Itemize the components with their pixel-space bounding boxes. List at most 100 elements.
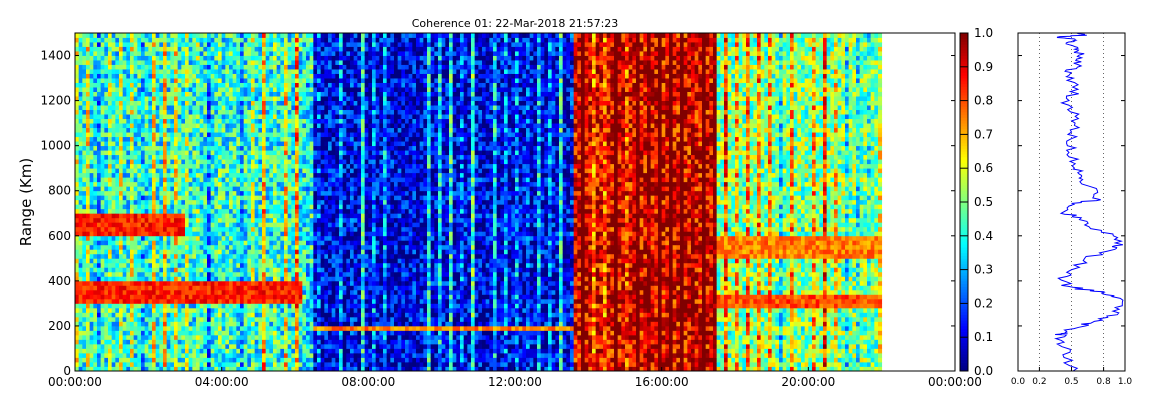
heatmap-cell [111, 231, 116, 237]
heatmap-cell [170, 55, 175, 61]
heatmap-cell [254, 177, 259, 183]
heatmap-cell [240, 325, 245, 331]
heatmap-cell [214, 280, 219, 286]
heatmap-cell [78, 181, 83, 187]
heatmap-cell [232, 339, 237, 345]
heatmap-cell [108, 136, 113, 142]
heatmap-cell [133, 78, 138, 83]
heatmap-cell [265, 42, 270, 47]
heatmap-cell [251, 334, 256, 340]
heatmap-cell [232, 208, 237, 214]
heatmap-cell [122, 267, 127, 273]
heatmap-cell [251, 64, 256, 70]
heatmap-cell [243, 217, 248, 223]
heatmap-cell [78, 276, 83, 282]
heatmap-cell [229, 123, 234, 129]
heatmap-cell [155, 159, 160, 165]
heatmap-cell [163, 141, 168, 147]
heatmap-cell [236, 64, 241, 70]
heatmap-cell [298, 348, 303, 354]
heatmap-cell [78, 186, 83, 192]
heatmap-cell [119, 46, 124, 52]
heatmap-cell [298, 267, 303, 273]
heatmap-cell [265, 69, 270, 74]
heatmap-cell [115, 91, 120, 97]
heatmap-cell [93, 339, 98, 345]
heatmap-cell [284, 186, 289, 192]
heatmap-cell [108, 60, 113, 65]
heatmap-cell [133, 127, 138, 133]
heatmap-cell [302, 366, 307, 372]
heatmap-cell [254, 64, 259, 70]
heatmap-cell [203, 69, 208, 74]
heatmap-cell [269, 100, 274, 106]
heatmap-cell [254, 217, 259, 223]
heatmap-cell [247, 114, 252, 120]
heatmap-cell [236, 73, 241, 79]
heatmap-cell [262, 114, 267, 120]
heatmap-cell [214, 177, 219, 183]
heatmap-cell [284, 78, 289, 83]
heatmap-cell [265, 127, 270, 133]
heatmap-cell [302, 357, 307, 363]
heatmap-cell [284, 213, 289, 219]
heatmap-cell [133, 55, 138, 61]
heatmap-cell [262, 159, 267, 165]
heatmap-cell [144, 231, 149, 237]
heatmap-cell [276, 231, 281, 237]
heatmap-cell [199, 87, 204, 92]
heatmap-cell [75, 307, 80, 313]
heatmap-cell [287, 276, 292, 282]
heatmap-cell [309, 55, 314, 61]
heatmap-cell [192, 348, 197, 354]
heatmap-cell [188, 42, 193, 47]
heatmap-cell [309, 357, 314, 363]
heatmap-cell [295, 258, 300, 264]
heatmap-cell [199, 33, 204, 38]
heatmap-cell [104, 253, 109, 259]
heatmap-cell [302, 222, 307, 228]
heatmap-cell [287, 51, 292, 56]
heatmap-cell [210, 285, 215, 291]
heatmap-cell [287, 78, 292, 83]
heatmap-cell [100, 343, 105, 349]
heatmap-cell [218, 280, 223, 286]
heatmap-cell [75, 60, 80, 65]
heatmap-cell [247, 348, 252, 354]
heatmap-cell [313, 46, 318, 52]
heatmap-cell [188, 208, 193, 214]
heatmap-cell [276, 294, 281, 300]
heatmap-cell [159, 109, 164, 115]
heatmap-cell [115, 159, 120, 165]
heatmap-cell [221, 321, 226, 327]
heatmap-cell [291, 100, 296, 106]
heatmap-cell [104, 109, 109, 115]
heatmap-cell [181, 42, 186, 47]
heatmap-cell [225, 343, 230, 349]
heatmap-cell [269, 145, 274, 151]
heatmap-cell [133, 51, 138, 56]
heatmap-cell [126, 177, 131, 183]
heatmap-cell [298, 154, 303, 160]
heatmap-cell [148, 307, 153, 313]
heatmap-cell [174, 334, 179, 340]
heatmap-cell [108, 145, 113, 151]
heatmap-cell [152, 285, 157, 291]
heatmap-cell [159, 343, 164, 349]
heatmap-cell [313, 37, 318, 43]
heatmap-cell [265, 154, 270, 160]
heatmap-cell [141, 73, 146, 79]
heatmap-cell [133, 240, 138, 246]
heatmap-cell [273, 37, 278, 43]
heatmap-cell [203, 352, 208, 358]
heatmap-cell [126, 132, 131, 138]
heatmap-cell [203, 186, 208, 192]
heatmap-cell [247, 37, 252, 43]
heatmap-cell [144, 226, 149, 232]
heatmap-cell [210, 60, 215, 65]
heatmap-cell [155, 339, 160, 345]
heatmap-cell [291, 307, 296, 313]
heatmap-cell [232, 276, 237, 282]
heatmap-cell [177, 244, 182, 250]
heatmap-cell [276, 226, 281, 232]
